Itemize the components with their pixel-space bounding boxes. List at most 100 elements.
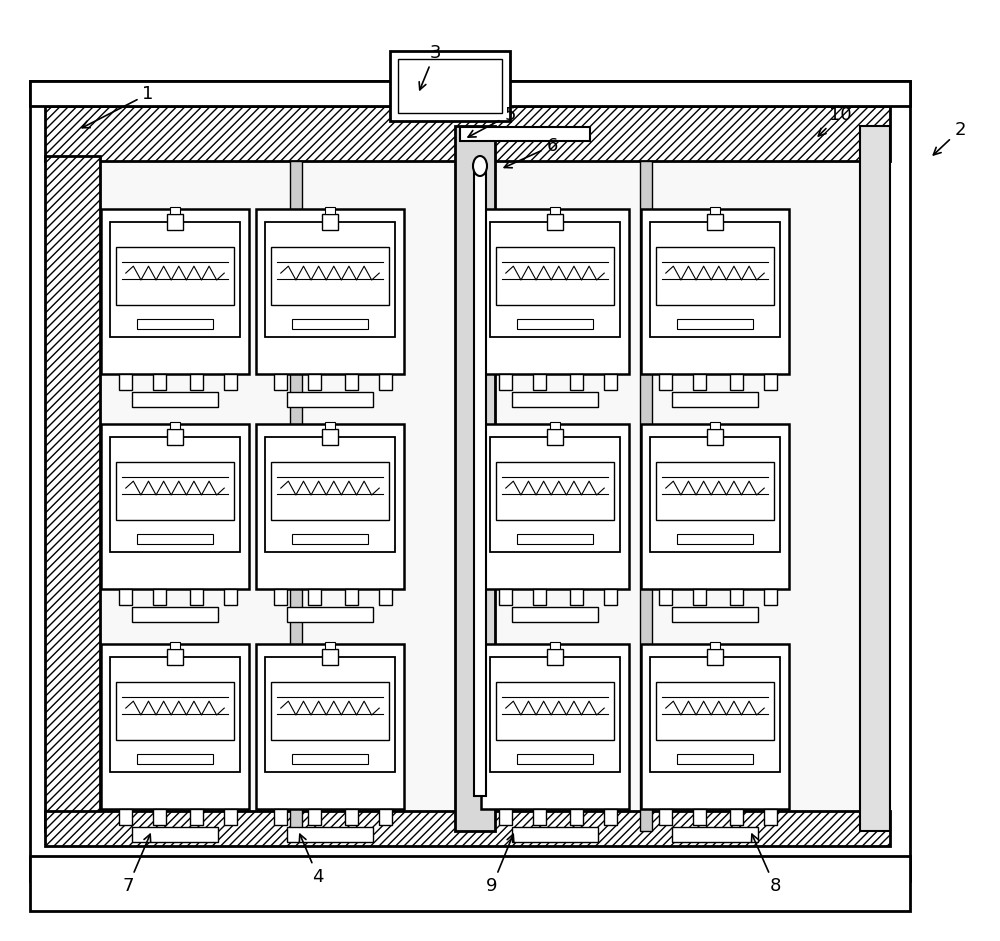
Bar <box>659 808 672 825</box>
Bar <box>325 423 335 428</box>
Bar <box>30 81 910 881</box>
Bar <box>224 588 237 605</box>
Bar <box>292 754 368 764</box>
Bar <box>730 374 743 390</box>
Bar <box>325 207 335 214</box>
Text: 10: 10 <box>818 105 851 136</box>
Bar <box>656 682 774 740</box>
Text: 1: 1 <box>82 85 154 128</box>
Bar <box>379 374 392 390</box>
Bar <box>499 588 512 605</box>
Text: 9: 9 <box>486 835 514 896</box>
Bar <box>604 808 617 825</box>
Bar <box>533 588 546 605</box>
Bar <box>496 247 614 305</box>
Bar <box>512 607 598 622</box>
Bar <box>116 247 234 305</box>
Bar <box>672 391 758 407</box>
Bar <box>153 808 166 825</box>
Bar <box>693 374 706 390</box>
Bar <box>481 209 629 374</box>
Bar <box>101 644 249 808</box>
Bar <box>764 374 777 390</box>
Bar <box>137 319 213 329</box>
Bar <box>30 856 910 911</box>
Text: 7: 7 <box>122 835 151 896</box>
Text: 4: 4 <box>299 835 324 886</box>
Bar <box>650 222 780 337</box>
Bar <box>170 642 180 648</box>
Bar <box>659 588 672 605</box>
Bar <box>110 657 240 773</box>
Bar <box>604 374 617 390</box>
Bar <box>287 391 373 407</box>
Bar <box>265 657 395 773</box>
Bar <box>101 209 249 374</box>
Bar <box>656 247 774 305</box>
Bar <box>116 682 234 740</box>
Bar <box>650 437 780 552</box>
Bar <box>764 588 777 605</box>
Bar <box>137 754 213 764</box>
Bar <box>292 319 368 329</box>
Bar <box>153 588 166 605</box>
Bar <box>677 534 753 544</box>
Bar <box>547 428 563 445</box>
Bar <box>224 808 237 825</box>
Bar <box>547 648 563 664</box>
Bar <box>271 462 389 519</box>
Bar <box>170 207 180 214</box>
Bar <box>190 808 203 825</box>
Bar <box>119 374 132 390</box>
Bar <box>550 207 560 214</box>
Bar <box>274 588 287 605</box>
Bar <box>256 644 404 808</box>
Bar <box>45 156 100 831</box>
Bar <box>533 374 546 390</box>
Bar <box>256 209 404 374</box>
Bar <box>604 588 617 605</box>
Bar <box>517 534 593 544</box>
Bar <box>693 588 706 605</box>
Bar <box>730 588 743 605</box>
Bar <box>308 374 321 390</box>
Text: 6: 6 <box>504 136 558 167</box>
Bar <box>100 126 860 831</box>
Bar <box>132 391 218 407</box>
Bar <box>287 607 373 622</box>
Bar <box>656 462 774 519</box>
Ellipse shape <box>473 156 487 176</box>
Bar <box>322 214 338 230</box>
Bar <box>167 428 183 445</box>
Bar <box>45 106 890 161</box>
Bar <box>153 374 166 390</box>
Bar <box>499 374 512 390</box>
Bar <box>481 644 629 808</box>
Bar <box>265 437 395 552</box>
Bar <box>730 808 743 825</box>
Bar <box>677 319 753 329</box>
Bar <box>641 423 789 588</box>
Bar <box>490 222 620 337</box>
Bar <box>287 826 373 842</box>
Bar <box>345 808 358 825</box>
Bar <box>190 374 203 390</box>
Bar <box>490 437 620 552</box>
Text: 5: 5 <box>468 105 516 137</box>
Bar <box>274 374 287 390</box>
Text: 3: 3 <box>419 43 441 89</box>
Bar <box>455 126 495 831</box>
Bar <box>398 59 502 113</box>
Text: 2: 2 <box>933 120 966 155</box>
Bar <box>379 808 392 825</box>
Bar <box>325 642 335 648</box>
Bar <box>390 51 510 121</box>
Bar <box>101 423 249 588</box>
Bar <box>274 808 287 825</box>
Bar <box>517 754 593 764</box>
Bar <box>710 207 720 214</box>
Bar <box>550 642 560 648</box>
Bar <box>710 423 720 428</box>
Bar <box>190 588 203 605</box>
Bar <box>30 81 910 106</box>
